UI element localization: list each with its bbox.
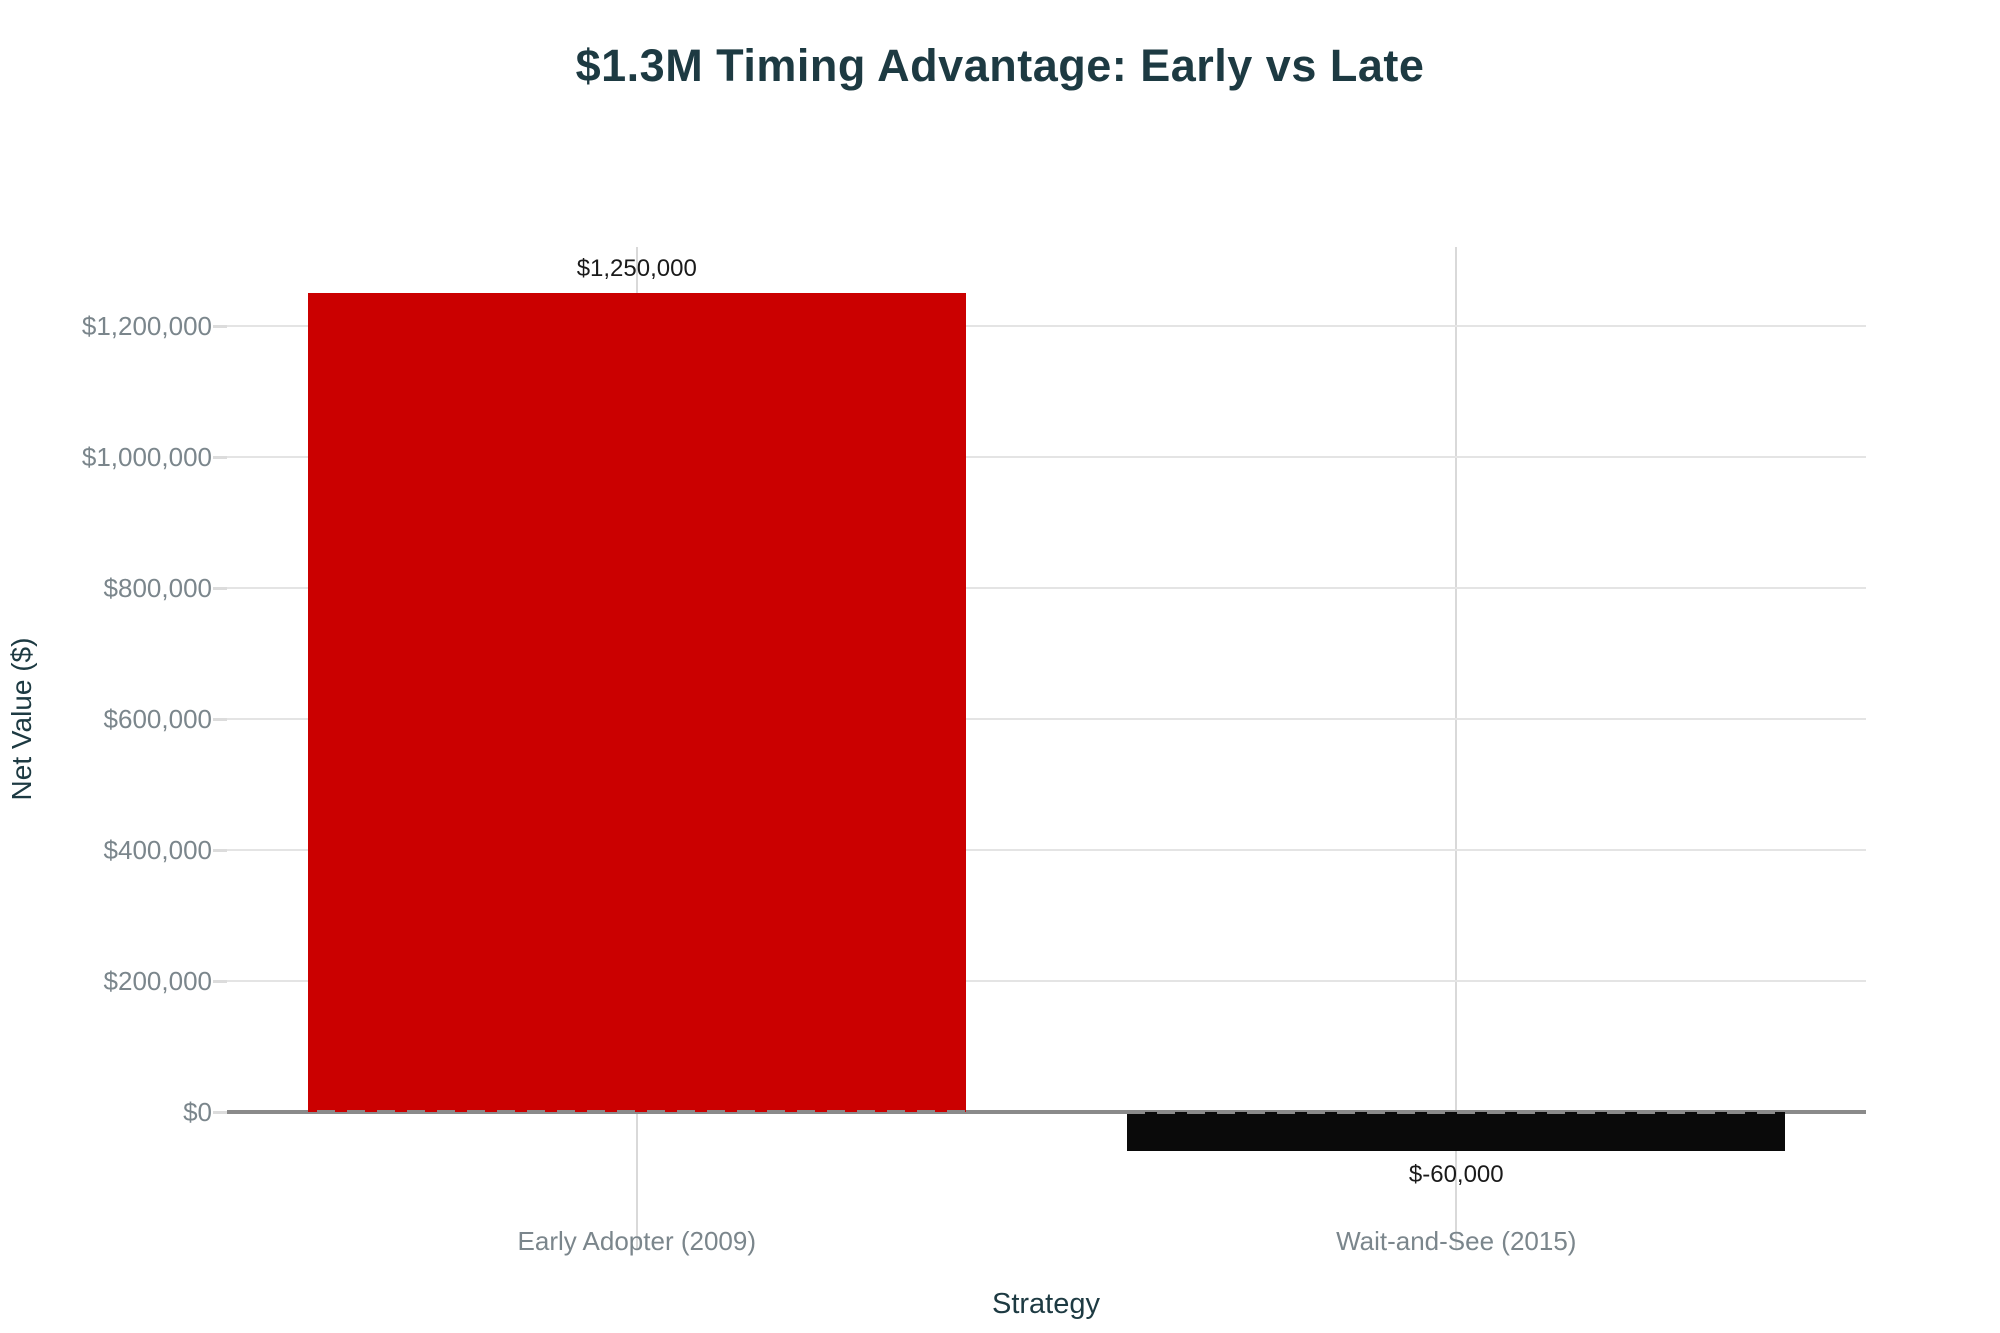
- zero-line-dashes: [227, 1110, 1866, 1114]
- y-tick-label: $600,000: [103, 704, 212, 734]
- x-category-label: Wait-and-See (2015): [1336, 1226, 1577, 1256]
- y-gridline: [227, 718, 1866, 720]
- y-tick-label: $0: [183, 1097, 212, 1127]
- x-category-label: Early Adopter (2009): [517, 1226, 756, 1256]
- y-tick-label: $1,000,000: [81, 442, 212, 472]
- y-gridline: [227, 325, 1866, 327]
- y-gridline: [227, 587, 1866, 589]
- y-tick-mark: [213, 718, 227, 721]
- bar-wait-and-see: [1127, 1112, 1786, 1152]
- bar-value-label: $-60,000: [1408, 1161, 1504, 1189]
- y-tick-mark: [213, 587, 227, 590]
- y-tick-label: $1,200,000: [81, 311, 212, 341]
- y-tick-label: $200,000: [103, 966, 212, 996]
- y-gridline: [227, 456, 1866, 458]
- y-tick-mark: [213, 325, 227, 328]
- y-gridline: [227, 849, 1866, 851]
- y-tick-mark: [213, 1111, 227, 1114]
- bar-early-adopter: [307, 293, 966, 1112]
- bar-value-label: $1,250,000: [576, 255, 697, 283]
- x-axis-title: Strategy: [992, 1288, 1100, 1320]
- y-tick-mark: [213, 849, 227, 852]
- y-tick-mark: [213, 456, 227, 459]
- y-tick-mark: [213, 980, 227, 983]
- chart-title: $1.3M Timing Advantage: Early vs Late: [575, 40, 1425, 91]
- vertical-gridline: [1455, 247, 1458, 1250]
- y-gridline: [227, 980, 1866, 982]
- y-tick-label: $400,000: [103, 835, 212, 865]
- y-tick-label: $800,000: [103, 573, 212, 603]
